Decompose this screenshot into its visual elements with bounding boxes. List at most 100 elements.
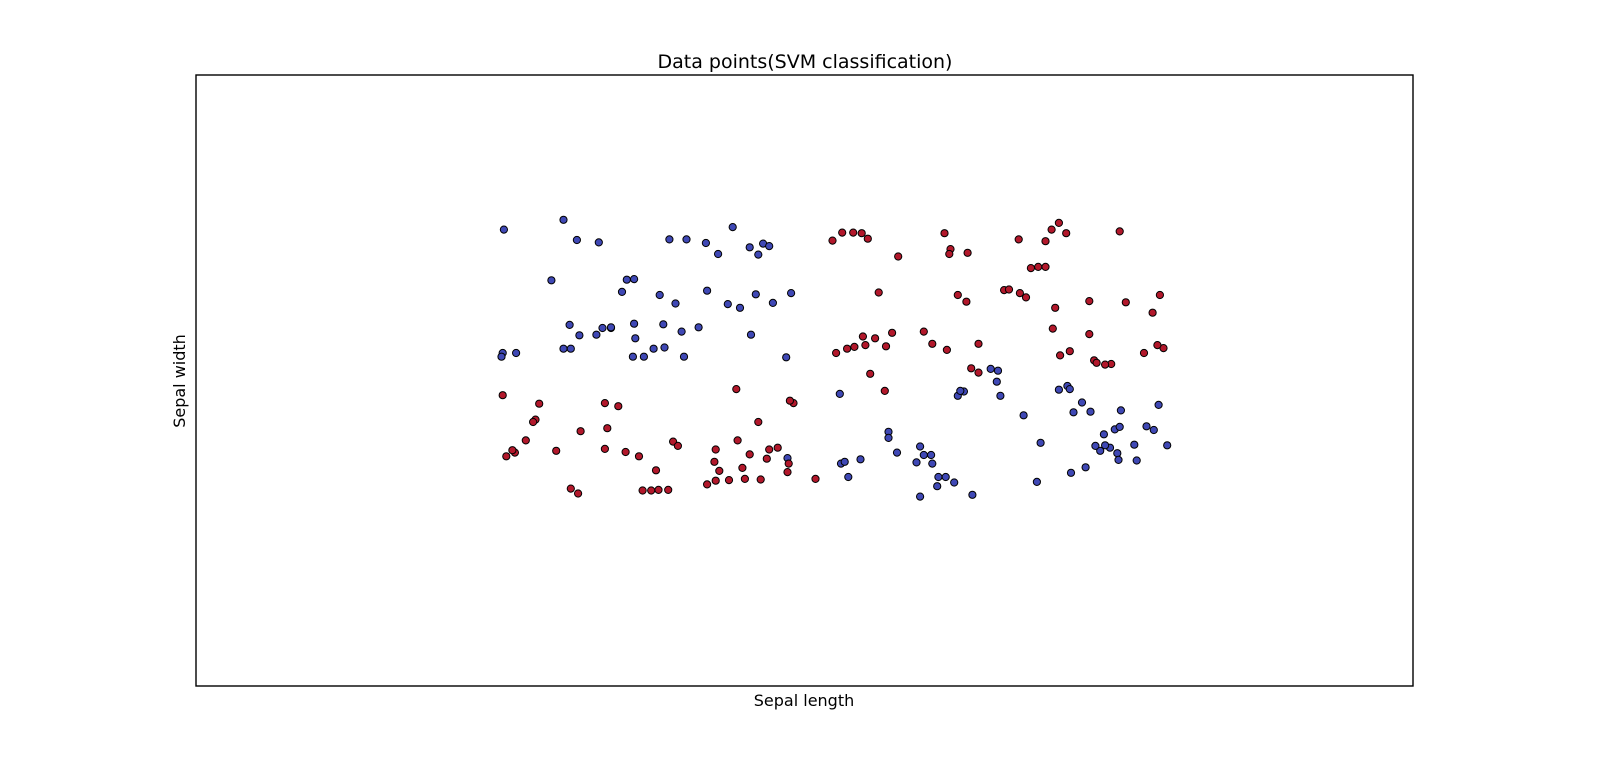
scatter-point-s0-24 (787, 289, 796, 298)
scatter-point-s1-96 (783, 468, 792, 477)
scatter-point-s1-21 (1034, 262, 1043, 271)
scatter-point-s0-97 (1091, 441, 1100, 450)
scatter-point-s1-36 (1056, 351, 1065, 360)
y-axis-label: Sepal width (170, 334, 189, 428)
scatter-point-s0-43 (660, 343, 669, 352)
scatter-point-s0-67 (1086, 407, 1095, 416)
scatter-point-s1-37 (1155, 290, 1165, 300)
scatter-point-s1-0 (838, 228, 847, 237)
scatter-point-s0-78 (1101, 441, 1110, 450)
scatter-point-s1-84 (745, 450, 754, 459)
scatter-point-s1-67 (603, 424, 612, 433)
scatter-point-s0-101 (1054, 385, 1064, 394)
scatter-point-s1-35 (1065, 347, 1074, 356)
scatter-point-s1-83 (784, 459, 793, 468)
scatter-point-s1-1 (828, 236, 837, 245)
scatter-point-s0-32 (649, 344, 658, 353)
scatter-point-s0-52 (912, 458, 921, 467)
scatter-point-s0-53 (919, 450, 928, 460)
scatter-point-s0-5 (682, 235, 691, 244)
scatter-point-s1-11 (945, 249, 954, 259)
scatter-point-s0-96 (1132, 456, 1141, 465)
scatter-point-s0-38 (628, 352, 638, 361)
scatter-point-s1-3 (857, 229, 866, 238)
scatter-point-s0-85 (892, 448, 902, 457)
scatter-point-s0-46 (746, 330, 756, 339)
scatter-point-s0-75 (1130, 440, 1139, 449)
scatter-point-s1-15 (1047, 225, 1056, 234)
scatter-point-s0-30 (592, 330, 601, 339)
scatter-point-s1-4 (863, 234, 872, 243)
scatter-point-s0-10 (754, 250, 763, 259)
scatter-point-s1-42 (858, 332, 868, 341)
scatter-point-s0-12 (765, 242, 774, 251)
scatter-point-s0-8 (728, 223, 737, 232)
scatter-point-s1-79 (673, 441, 683, 450)
scatter-point-s0-100 (1032, 477, 1042, 486)
scatter-point-s0-48 (835, 389, 844, 398)
scatter-point-s1-23 (1004, 285, 1014, 294)
scatter-point-s0-66 (1077, 398, 1087, 407)
scatter-point-s0-80 (1081, 463, 1090, 472)
scatter-point-s1-5 (874, 288, 883, 297)
scatter-point-s0-61 (996, 391, 1005, 400)
scatter-point-s0-15 (622, 275, 631, 284)
scatter-point-s1-72 (521, 436, 530, 445)
scatter-point-s0-33 (512, 348, 521, 358)
scatter-point-s0-14 (617, 287, 627, 296)
scatter-point-s1-75 (552, 446, 561, 455)
scatter-point-s1-51 (942, 345, 952, 354)
scatter-point-s1-97 (811, 474, 820, 483)
scatter-point-s0-3 (594, 238, 603, 247)
scatter-point-s1-68 (576, 427, 585, 436)
scatter-point-s1-98 (974, 368, 983, 377)
scatter-point-s0-44 (694, 323, 703, 332)
scatter-point-s1-19 (1021, 293, 1031, 302)
data-points (497, 215, 1172, 501)
scatter-point-s0-27 (598, 323, 607, 333)
scatter-point-s0-98 (1066, 468, 1076, 477)
scatter-point-s0-45 (679, 352, 689, 361)
scatter-point-s0-6 (701, 238, 711, 248)
scatter-point-s0-23 (768, 298, 778, 307)
scatter-point-s1-20 (1026, 264, 1036, 273)
scatter-point-s0-84 (840, 457, 849, 466)
scatter-point-s0-19 (703, 286, 712, 295)
scatter-point-s1-18 (1014, 235, 1023, 244)
scatter-point-s0-37 (566, 344, 575, 353)
scatter-point-s1-85 (733, 436, 742, 445)
scatter-point-s1-71 (502, 452, 511, 461)
scatter-point-s0-95 (1114, 455, 1123, 464)
scatter-point-s0-2 (572, 235, 582, 245)
scatter-point-s0-28 (565, 320, 574, 329)
scatter-point-s0-83 (884, 433, 893, 442)
scatter-point-s0-87 (928, 459, 937, 468)
scatter-point-s1-27 (1051, 303, 1060, 312)
scatter-point-s0-21 (735, 303, 745, 312)
scatter-point-s1-86 (711, 445, 720, 454)
scatter-point-s1-43 (850, 342, 859, 351)
scatter-point-s0-88 (916, 492, 925, 501)
scatter-point-s1-34 (1092, 358, 1101, 367)
scatter-point-s1-101 (566, 484, 575, 493)
scatter-point-s1-76 (621, 447, 630, 457)
scatter-point-s1-48 (881, 342, 891, 351)
plot-area (195, 74, 1414, 687)
scatter-point-s1-54 (866, 369, 875, 378)
scatter-point-s1-62 (765, 445, 774, 454)
scatter-point-s0-25 (631, 334, 640, 343)
scatter-point-s0-4 (665, 235, 674, 244)
scatter-point-s0-76 (1113, 449, 1122, 458)
scatter-point-s0-58 (992, 377, 1001, 386)
scatter-point-s1-102 (638, 486, 647, 495)
scatter-point-s1-25 (1085, 297, 1094, 306)
scatter-point-s0-81 (1036, 438, 1045, 447)
scatter-point-s0-0 (499, 225, 508, 234)
scatter-point-s1-24 (1015, 289, 1025, 298)
scatter-point-s1-44 (861, 341, 870, 350)
scatter-point-s1-61 (785, 396, 795, 405)
scatter-point-s0-90 (844, 472, 853, 482)
scatter-point-s1-40 (1153, 341, 1162, 350)
scatter-point-s1-12 (963, 248, 972, 257)
scatter-point-s0-68 (1116, 406, 1126, 415)
